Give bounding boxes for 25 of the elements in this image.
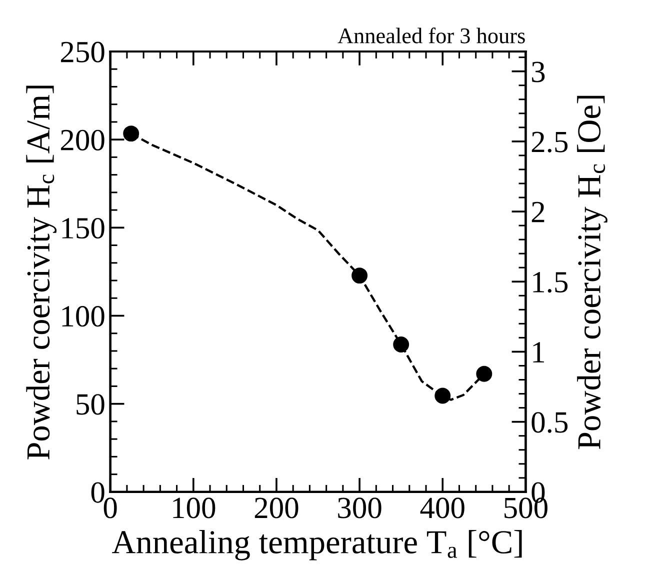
x-tick-label: 100 xyxy=(173,498,216,518)
point xyxy=(123,126,140,142)
y2-tick-label: 3 xyxy=(532,62,545,82)
y-tick-label: 0 xyxy=(91,482,104,503)
y2-axis-title: Powder coercivity H$_{c}$ [Oe] xyxy=(577,96,608,450)
y2-tick-label: 2.5 xyxy=(532,132,568,152)
y2-tick-label: 0.5 xyxy=(532,412,568,433)
y-tick-label: 50 xyxy=(76,394,104,415)
x-tick-label: 300 xyxy=(338,498,382,518)
x-tick-label: 400 xyxy=(420,498,464,518)
chart-title: Annealed for 3 hours xyxy=(338,28,525,44)
y-tick-label: 150 xyxy=(62,218,104,239)
y-tick-label: 200 xyxy=(60,130,104,150)
y2-tick-label: 2 xyxy=(532,202,544,222)
y2-tick-label: 1.5 xyxy=(533,272,568,293)
x-axis-title: Annealing temperature T$_{a}$ [°C] xyxy=(112,530,522,560)
y-tick-label: 100 xyxy=(62,306,104,327)
y-axis-title: Powder coercivity H$_{c}$ [A/m] xyxy=(26,86,57,460)
point xyxy=(352,268,368,284)
point xyxy=(434,388,451,404)
y2-tick-label: 1 xyxy=(533,342,544,362)
point xyxy=(393,336,410,352)
x-tick-label: 200 xyxy=(254,498,298,518)
y-tick-label: 250 xyxy=(60,42,104,62)
point xyxy=(476,366,492,382)
